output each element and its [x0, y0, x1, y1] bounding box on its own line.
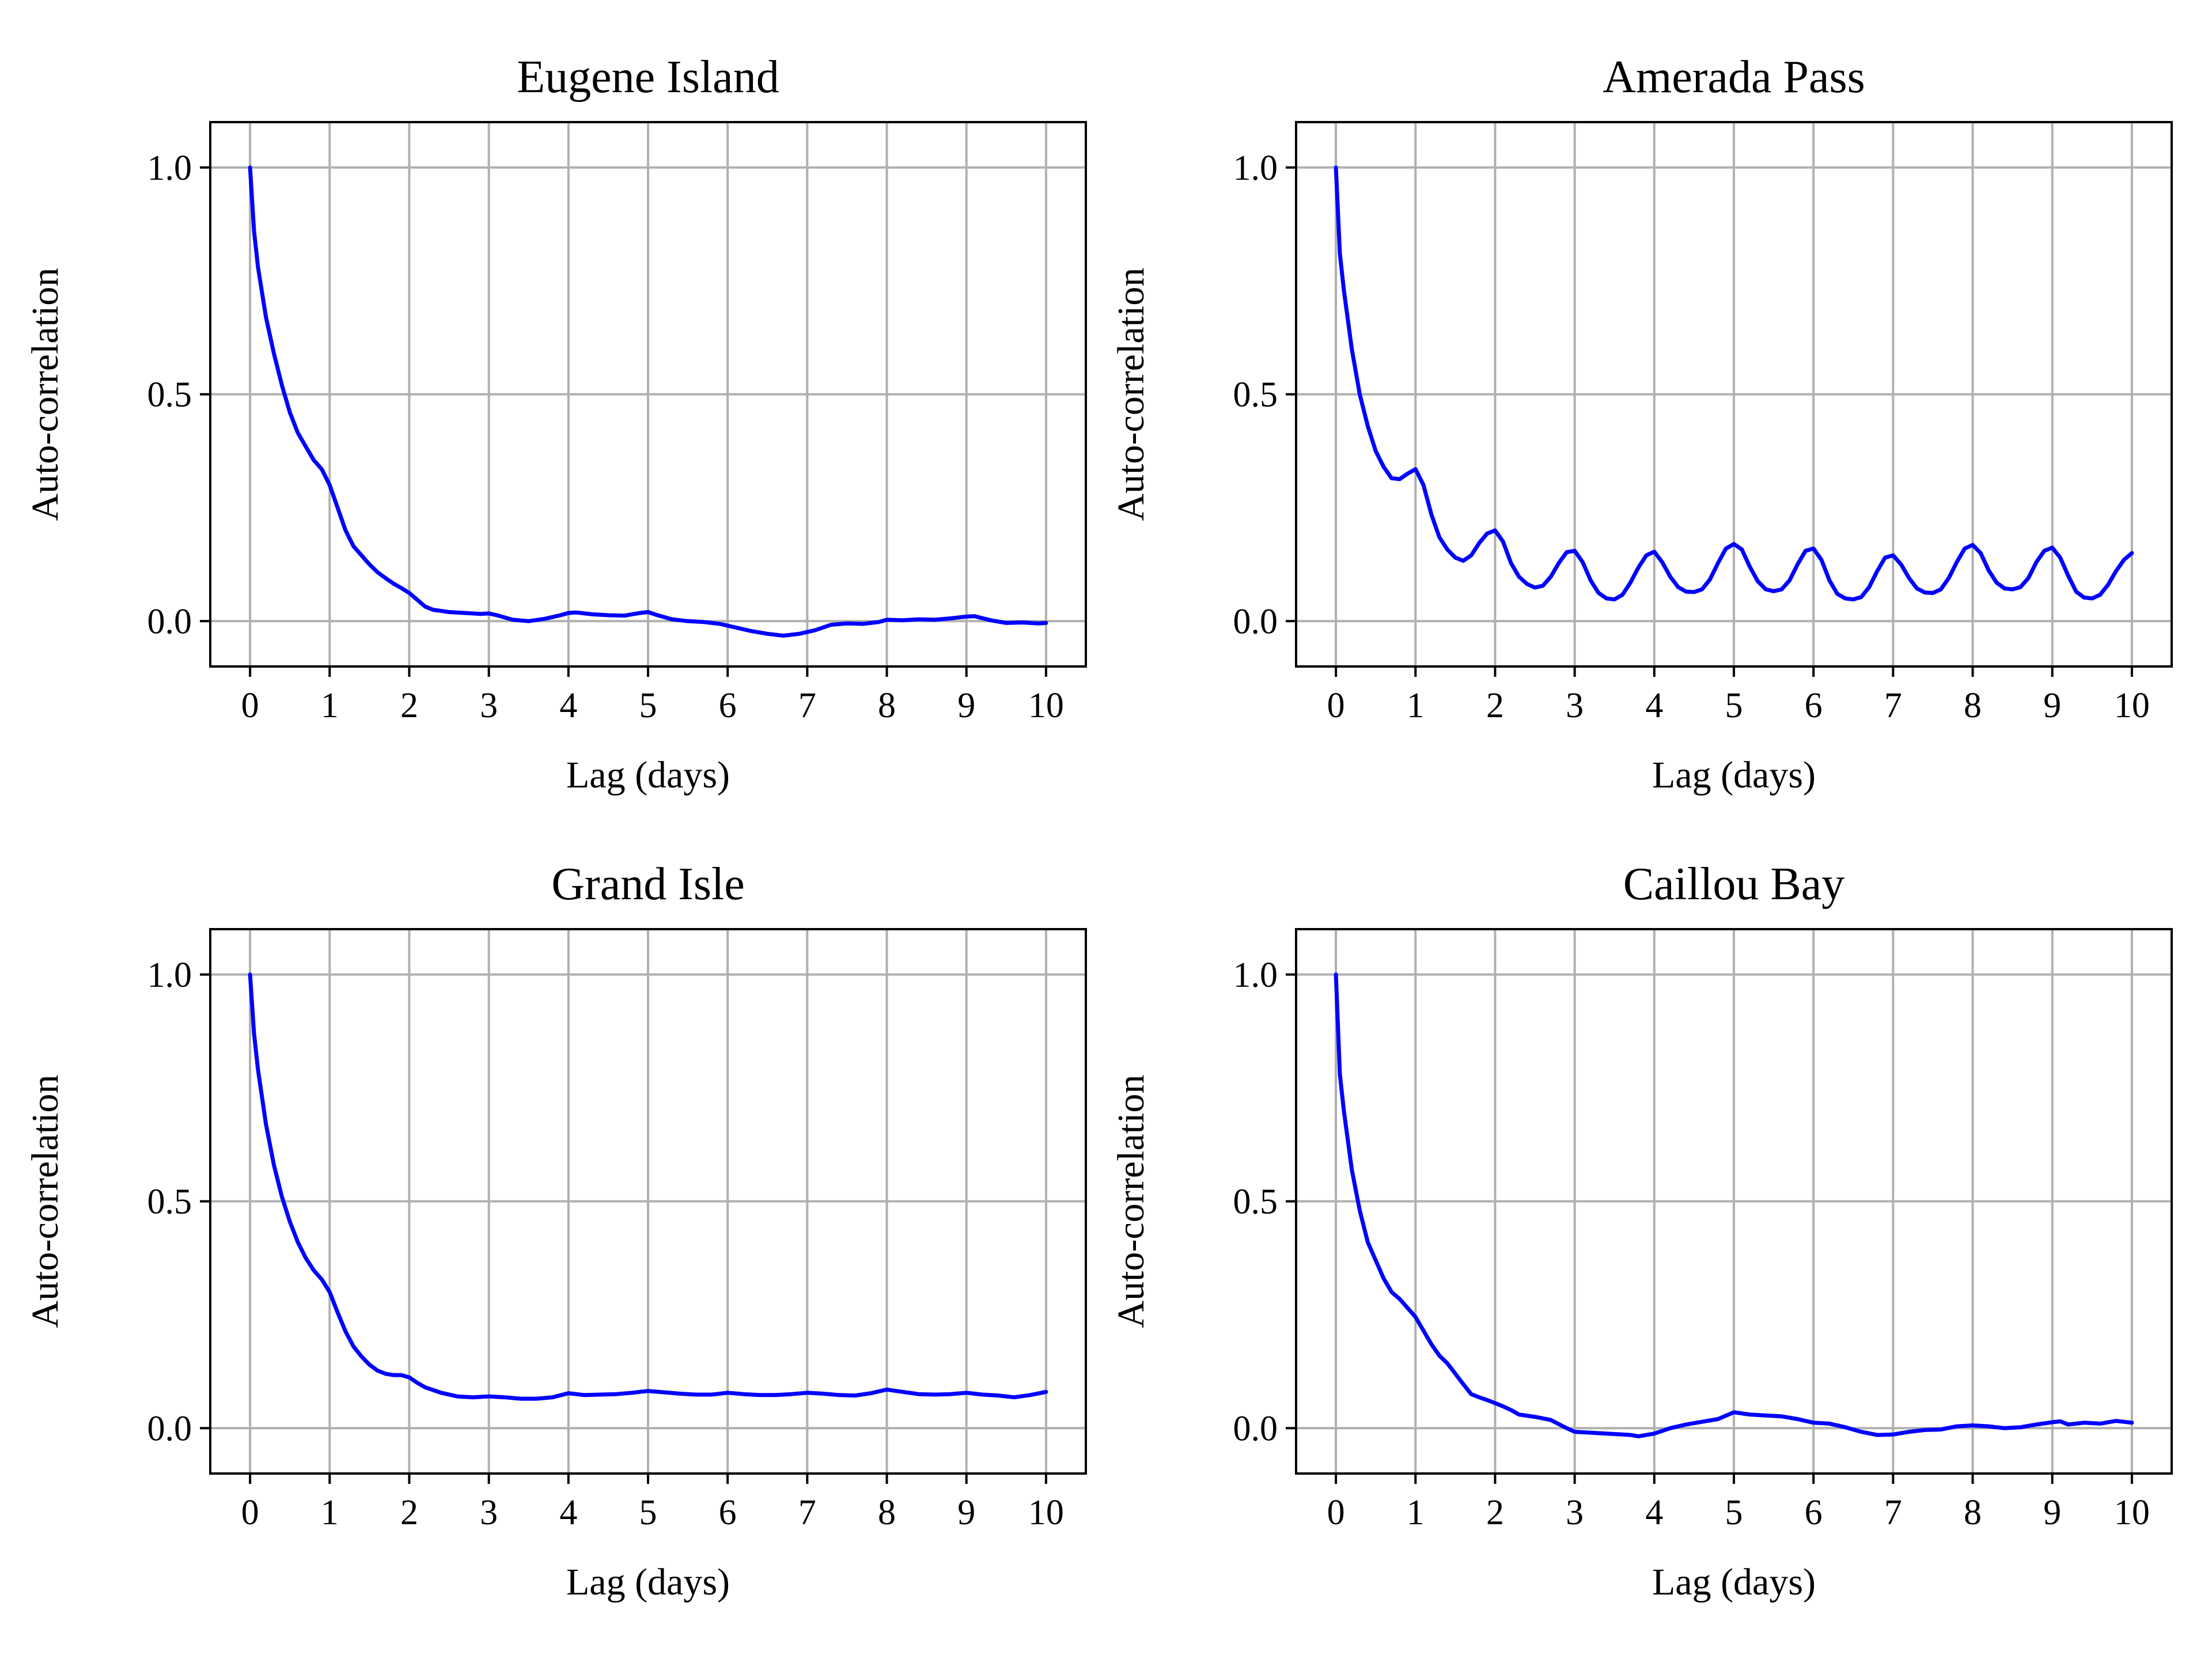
x-tick-label: 9	[957, 1493, 975, 1532]
x-tick-label: 2	[1486, 686, 1504, 725]
y-axis-label: Auto-correlation	[24, 1075, 66, 1328]
x-tick-label: 6	[719, 686, 737, 725]
x-tick-label: 8	[1964, 1493, 1982, 1532]
y-tick-label: 1.0	[1233, 149, 1278, 188]
x-tick-label: 10	[1028, 686, 1064, 725]
x-tick-label: 0	[241, 1493, 259, 1532]
x-tick-label: 5	[639, 686, 657, 725]
x-axis-label: Lag (days)	[566, 1561, 730, 1603]
subplot-caillou-bay: Caillou Bay Lag (days) Auto-correlation …	[1110, 859, 2173, 1603]
subplot-title: Grand Isle	[551, 859, 744, 910]
x-tick-label: 1	[1407, 1493, 1425, 1532]
x-tick-label: 0	[241, 686, 259, 725]
x-tick-label: 2	[1486, 1493, 1504, 1532]
x-tick-label: 6	[1805, 1493, 1823, 1532]
x-tick-label: 9	[2043, 686, 2061, 725]
x-tick-label: 1	[321, 1493, 339, 1532]
y-tick-label: 0.5	[147, 1183, 192, 1222]
x-tick-label: 6	[1805, 686, 1823, 725]
x-tick-label: 9	[957, 686, 975, 725]
x-tick-label: 8	[878, 1493, 896, 1532]
y-tick-label: 1.0	[147, 956, 192, 995]
series-line	[248, 165, 1048, 638]
subplot-eugene-island: Eugene Island Lag (days) Auto-correlatio…	[24, 52, 1087, 796]
y-tick-label: 1.0	[147, 149, 192, 188]
x-tick-label: 2	[400, 686, 418, 725]
x-tick-label: 3	[480, 686, 498, 725]
x-tick-label: 9	[2043, 1493, 2061, 1532]
series-line	[248, 972, 1048, 1401]
y-tick-label: 0.5	[1233, 1183, 1278, 1222]
x-tick-label: 5	[639, 1493, 657, 1532]
y-tick-label: 0.5	[1233, 376, 1278, 415]
y-tick-label: 1.0	[1233, 956, 1278, 995]
y-axis-label: Auto-correlation	[1110, 268, 1152, 521]
x-tick-label: 10	[2114, 1493, 2150, 1532]
x-tick-label: 5	[1725, 1493, 1743, 1532]
x-tick-label: 3	[1566, 686, 1584, 725]
x-tick-label: 7	[798, 1493, 816, 1532]
subplot-amerada-pass: Amerada Pass Lag (days) Auto-correlation…	[1110, 52, 2173, 796]
subplot-grand-isle: Grand Isle Lag (days) Auto-correlation 0…	[24, 859, 1087, 1603]
y-tick-label: 0.0	[1233, 602, 1278, 641]
x-axis-label: Lag (days)	[566, 754, 730, 796]
x-tick-label: 10	[2114, 686, 2150, 725]
subplot-title: Caillou Bay	[1623, 859, 1844, 910]
x-tick-label: 10	[1028, 1493, 1064, 1532]
x-tick-label: 1	[1407, 686, 1425, 725]
x-tick-label: 7	[798, 686, 816, 725]
x-tick-label: 1	[321, 686, 339, 725]
subplot-title: Eugene Island	[517, 52, 779, 103]
x-tick-label: 5	[1725, 686, 1743, 725]
x-tick-label: 0	[1327, 686, 1345, 725]
x-tick-label: 8	[878, 686, 896, 725]
x-tick-label: 3	[1566, 1493, 1584, 1532]
y-tick-label: 0.0	[1233, 1409, 1278, 1448]
x-tick-label: 7	[1884, 1493, 1902, 1532]
y-tick-label: 0.5	[147, 376, 192, 415]
x-tick-label: 6	[719, 1493, 737, 1532]
subplot-title: Amerada Pass	[1603, 52, 1865, 103]
x-tick-label: 4	[559, 1493, 577, 1532]
x-tick-label: 8	[1964, 686, 1982, 725]
x-tick-label: 2	[400, 1493, 418, 1532]
series-line	[1334, 165, 2134, 601]
x-tick-label: 4	[559, 686, 577, 725]
y-tick-label: 0.0	[147, 602, 192, 641]
y-axis-label: Auto-correlation	[24, 268, 66, 521]
x-tick-label: 4	[1645, 1493, 1663, 1532]
x-tick-label: 3	[480, 1493, 498, 1532]
y-tick-label: 0.0	[147, 1409, 192, 1448]
x-axis-label: Lag (days)	[1652, 754, 1816, 796]
x-tick-label: 0	[1327, 1493, 1345, 1532]
x-tick-label: 4	[1645, 686, 1663, 725]
x-axis-label: Lag (days)	[1652, 1561, 1816, 1603]
y-axis-label: Auto-correlation	[1110, 1075, 1152, 1328]
series-line	[1334, 972, 2134, 1438]
x-tick-label: 7	[1884, 686, 1902, 725]
